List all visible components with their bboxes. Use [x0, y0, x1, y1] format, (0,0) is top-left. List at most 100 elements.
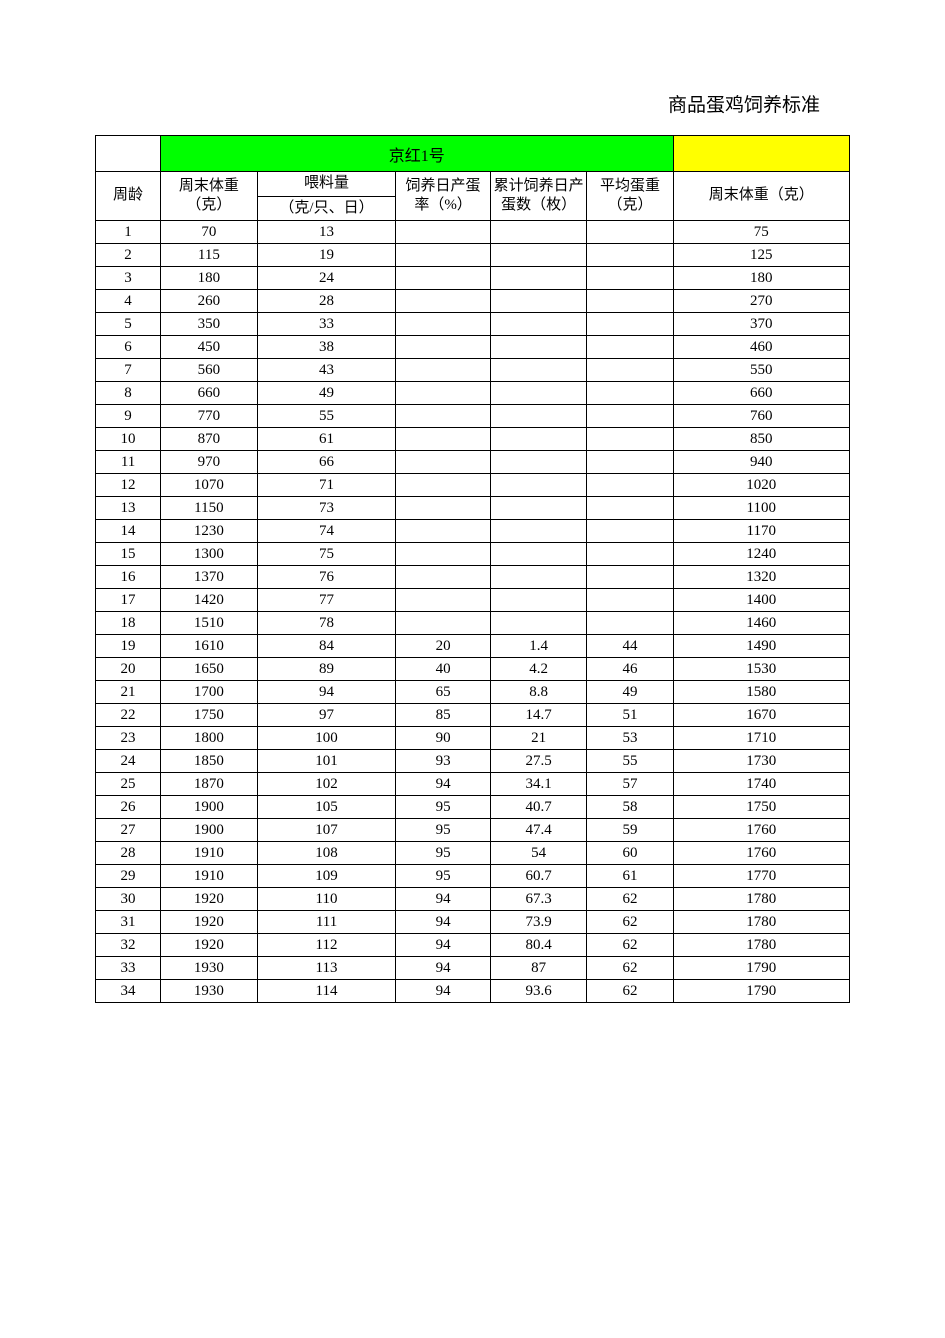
cell-week: 22	[96, 704, 161, 727]
cell-cum-eggs	[490, 382, 587, 405]
cell-avg-egg	[587, 543, 673, 566]
table-row: 20165089404.2461530	[96, 658, 850, 681]
cell-cum-eggs: 60.7	[490, 865, 587, 888]
cell-cum-eggs: 87	[490, 957, 587, 980]
table-row: 1087061850	[96, 428, 850, 451]
cell-lay-rate: 95	[396, 842, 491, 865]
cell-avg-egg	[587, 382, 673, 405]
cell-body-weight2: 1770	[673, 865, 849, 888]
cell-body-weight: 1700	[161, 681, 258, 704]
cell-feed: 100	[257, 727, 396, 750]
cell-body-weight2: 1760	[673, 819, 849, 842]
table-row: 2418501019327.5551730	[96, 750, 850, 773]
cell-body-weight: 560	[161, 359, 258, 382]
cell-lay-rate	[396, 451, 491, 474]
cell-week: 4	[96, 290, 161, 313]
cell-avg-egg: 53	[587, 727, 673, 750]
cell-body-weight2: 125	[673, 244, 849, 267]
cell-body-weight: 1910	[161, 842, 258, 865]
cell-body-weight2: 550	[673, 359, 849, 382]
cell-avg-egg	[587, 267, 673, 290]
cell-body-weight: 1070	[161, 474, 258, 497]
cell-avg-egg	[587, 336, 673, 359]
cell-avg-egg: 51	[587, 704, 673, 727]
cell-cum-eggs	[490, 221, 587, 244]
cell-lay-rate	[396, 290, 491, 313]
table-row: 756043550	[96, 359, 850, 382]
table-row: 535033370	[96, 313, 850, 336]
cell-body-weight2: 270	[673, 290, 849, 313]
cell-body-weight: 1610	[161, 635, 258, 658]
cell-cum-eggs	[490, 520, 587, 543]
table-row: 2719001079547.4591760	[96, 819, 850, 842]
cell-week: 3	[96, 267, 161, 290]
cell-avg-egg: 62	[587, 980, 673, 1003]
cell-avg-egg	[587, 451, 673, 474]
cell-feed: 43	[257, 359, 396, 382]
cell-feed: 107	[257, 819, 396, 842]
cell-cum-eggs	[490, 543, 587, 566]
table-row: 2619001059540.7581750	[96, 796, 850, 819]
cell-avg-egg: 62	[587, 957, 673, 980]
cell-week: 32	[96, 934, 161, 957]
cell-body-weight2: 1170	[673, 520, 849, 543]
cell-cum-eggs	[490, 405, 587, 428]
cell-week: 18	[96, 612, 161, 635]
cell-avg-egg: 62	[587, 934, 673, 957]
col-cum-eggs: 累计饲养日产蛋数（枚）	[490, 172, 587, 221]
header-row-1: 京红1号	[96, 136, 850, 172]
cell-avg-egg	[587, 359, 673, 382]
table-row: 171420771400	[96, 589, 850, 612]
cell-feed: 77	[257, 589, 396, 612]
table-row: 221750978514.7511670	[96, 704, 850, 727]
table-row: 1197066940	[96, 451, 850, 474]
cell-cum-eggs: 54	[490, 842, 587, 865]
table-row: 866049660	[96, 382, 850, 405]
cell-body-weight: 1850	[161, 750, 258, 773]
cell-lay-rate	[396, 589, 491, 612]
cell-week: 11	[96, 451, 161, 474]
cell-feed: 71	[257, 474, 396, 497]
col-avg-egg: 平均蛋重（克）	[587, 172, 673, 221]
cell-avg-egg: 44	[587, 635, 673, 658]
cell-body-weight2: 660	[673, 382, 849, 405]
cell-lay-rate	[396, 221, 491, 244]
cell-week: 6	[96, 336, 161, 359]
cell-avg-egg	[587, 313, 673, 336]
cell-body-weight2: 370	[673, 313, 849, 336]
cell-cum-eggs: 8.8	[490, 681, 587, 704]
cell-week: 1	[96, 221, 161, 244]
cell-week: 30	[96, 888, 161, 911]
cell-feed: 108	[257, 842, 396, 865]
cell-lay-rate	[396, 520, 491, 543]
cell-body-weight: 1930	[161, 957, 258, 980]
cell-lay-rate: 94	[396, 957, 491, 980]
cell-cum-eggs: 21	[490, 727, 587, 750]
table-row: 131150731100	[96, 497, 850, 520]
table-row: 2518701029434.1571740	[96, 773, 850, 796]
cell-body-weight: 1230	[161, 520, 258, 543]
cell-lay-rate: 90	[396, 727, 491, 750]
cell-feed: 89	[257, 658, 396, 681]
table-row: 2919101099560.7611770	[96, 865, 850, 888]
cell-week: 16	[96, 566, 161, 589]
cell-cum-eggs: 40.7	[490, 796, 587, 819]
cell-week: 20	[96, 658, 161, 681]
table-row: 645038460	[96, 336, 850, 359]
cell-body-weight2: 1740	[673, 773, 849, 796]
cell-cum-eggs	[490, 244, 587, 267]
cell-week: 28	[96, 842, 161, 865]
cell-body-weight: 1900	[161, 819, 258, 842]
cell-body-weight: 180	[161, 267, 258, 290]
cell-lay-rate: 20	[396, 635, 491, 658]
cell-cum-eggs: 27.5	[490, 750, 587, 773]
cell-avg-egg	[587, 244, 673, 267]
cell-body-weight2: 1580	[673, 681, 849, 704]
cell-feed: 49	[257, 382, 396, 405]
cell-lay-rate	[396, 543, 491, 566]
header-group-green: 京红1号	[161, 136, 673, 172]
header-group-yellow	[673, 136, 849, 172]
cell-feed: 66	[257, 451, 396, 474]
cell-avg-egg: 55	[587, 750, 673, 773]
cell-cum-eggs	[490, 566, 587, 589]
